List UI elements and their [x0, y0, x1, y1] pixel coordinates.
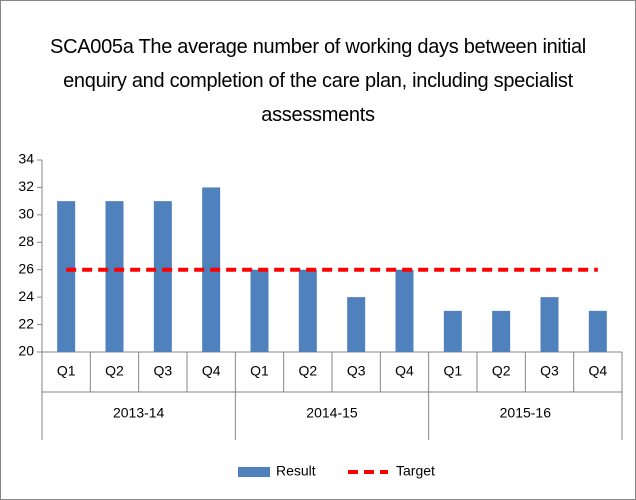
group-label: 2014-15	[306, 405, 358, 421]
x-tick-label: Q3	[347, 363, 366, 379]
y-tick-label: 20	[18, 343, 34, 359]
group-label: 2013-14	[113, 405, 165, 421]
x-tick-label: Q1	[443, 363, 462, 379]
x-tick-label: Q3	[540, 363, 559, 379]
y-tick-label: 34	[18, 151, 34, 167]
bar	[105, 201, 124, 352]
bar	[57, 201, 76, 352]
y-tick-label: 28	[18, 233, 34, 249]
x-tick-label: Q3	[153, 363, 172, 379]
y-tick-label: 30	[18, 206, 34, 222]
chart-title: SCA005a The average number of working da…	[50, 36, 586, 126]
legend-swatch	[238, 467, 270, 477]
y-tick-label: 22	[18, 315, 34, 331]
bar	[588, 310, 607, 352]
group-label: 2015-16	[500, 405, 552, 421]
bar	[443, 310, 462, 352]
y-tick-label: 26	[18, 260, 34, 276]
bar	[298, 269, 317, 352]
x-tick-label: Q2	[298, 363, 317, 379]
bar	[153, 201, 172, 352]
x-tick-label: Q1	[250, 363, 269, 379]
bar	[540, 297, 559, 352]
x-tick-label: Q4	[588, 363, 607, 379]
x-tick-label: Q4	[395, 363, 414, 379]
y-tick-label: 24	[18, 288, 34, 304]
bar	[492, 310, 511, 352]
bar	[395, 269, 414, 352]
y-tick-label: 32	[18, 178, 34, 194]
x-tick-label: Q1	[57, 363, 76, 379]
x-tick-label: Q4	[202, 363, 221, 379]
legend-label: Result	[276, 463, 316, 479]
x-tick-label: Q2	[492, 363, 511, 379]
bar	[347, 297, 366, 352]
bar	[250, 269, 269, 352]
legend-label: Target	[396, 463, 435, 479]
x-tick-label: Q2	[105, 363, 124, 379]
